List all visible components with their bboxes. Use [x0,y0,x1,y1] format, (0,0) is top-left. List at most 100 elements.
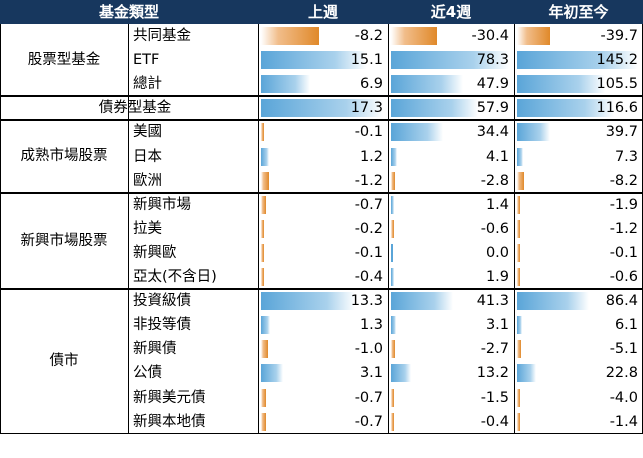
value-bar [261,268,264,286]
column-divider [388,24,389,434]
value-bar [517,27,551,45]
group-divider [0,119,643,122]
value-cell: -4.0 [609,389,638,406]
group-divider [0,95,643,98]
value-bar [391,364,411,383]
row-label: 新興債 [133,341,177,358]
value-cell: -0.6 [480,220,509,237]
value-cell: 3.1 [359,365,383,382]
value-cell: 47.9 [476,76,509,93]
value-cell: -1.4 [609,413,638,430]
value-bar [391,195,394,214]
header-4weeks: 近4週 [430,3,472,21]
value-cell: 6.1 [614,317,638,334]
value-bar [391,340,396,359]
value-bar [517,75,605,94]
value-cell: -0.1 [609,244,638,261]
value-cell: 86.4 [605,293,638,310]
group-label-2: 成熟市場股票 [20,148,108,165]
column-divider [514,24,515,434]
value-bar [391,292,454,311]
value-bar [517,123,551,142]
group-label-1: 債券型基金 [98,100,172,117]
value-cell: -1.9 [609,196,638,213]
value-bar [261,388,266,407]
value-bar [261,316,271,335]
row-label: 總計 [133,76,162,93]
value-bar [391,51,509,70]
value-cell: -1.2 [609,220,638,237]
value-bar [261,147,270,166]
value-cell: 15.1 [350,52,383,69]
value-bar [517,147,524,166]
value-cell: -0.7 [354,413,383,430]
value-bar [517,412,520,431]
value-cell: 13.3 [350,293,383,310]
value-bar [391,27,437,45]
row-label: 新興美元債 [133,389,206,406]
value-cell: -2.8 [480,172,509,189]
value-cell: -1.0 [354,341,383,358]
value-cell: 78.3 [476,52,509,69]
value-cell: -1.2 [354,172,383,189]
row-label: 日本 [133,148,162,165]
value-cell: 1.3 [359,317,383,334]
value-bar [517,219,520,238]
value-bar [517,364,536,383]
value-cell: 13.2 [476,365,509,382]
value-bar [391,412,394,431]
value-bar [261,75,310,94]
value-bar [391,147,398,166]
value-bar [261,219,264,238]
row-label: 新興本地債 [133,413,206,430]
row-label: 美國 [133,124,162,141]
value-bar [391,243,393,262]
group-divider [0,191,643,194]
value-cell: -30.4 [471,28,509,44]
value-bar [261,195,266,214]
header-ytd: 年初至今 [548,3,609,21]
header-row [0,0,643,24]
value-cell: -0.1 [354,244,383,261]
row-label: 共同基金 [133,28,191,44]
value-bar [261,292,355,311]
value-cell: -39.7 [600,28,638,44]
value-bar [261,51,368,70]
value-bar [261,171,270,190]
value-bar [517,99,615,118]
value-cell: 1.4 [485,196,509,213]
value-cell: -0.6 [609,269,638,285]
value-bar [261,340,269,359]
value-cell: 34.4 [476,124,509,141]
value-cell: 0.0 [485,244,509,261]
value-cell: -5.1 [609,341,638,358]
row-label: 亞太(不含日) [133,269,217,285]
row-label: 投資級債 [133,293,191,310]
group-label-3: 新興市場股票 [20,232,108,249]
value-bar [517,388,521,407]
value-cell: 105.5 [596,76,638,93]
column-divider [0,24,1,434]
value-bar [517,243,520,262]
value-bar [261,412,266,431]
group-label-4: 債市 [49,353,79,370]
value-bar [261,123,264,142]
value-bar [517,316,523,335]
value-cell: -0.7 [354,389,383,406]
value-bar [517,171,524,190]
value-bar [261,27,319,45]
value-bar [261,243,264,262]
value-bar [391,75,464,94]
value-cell: 6.9 [359,76,383,93]
value-bar [391,219,394,238]
value-cell: -1.5 [480,389,509,406]
header-week: 上週 [307,3,338,21]
value-bar [391,316,396,335]
value-cell: -0.2 [354,220,383,237]
value-cell: 41.3 [476,293,509,310]
row-label: 新興歐 [133,244,177,261]
row-label: 新興市場 [133,196,191,213]
value-cell: -0.1 [354,124,383,141]
value-cell: -8.2 [354,28,383,44]
